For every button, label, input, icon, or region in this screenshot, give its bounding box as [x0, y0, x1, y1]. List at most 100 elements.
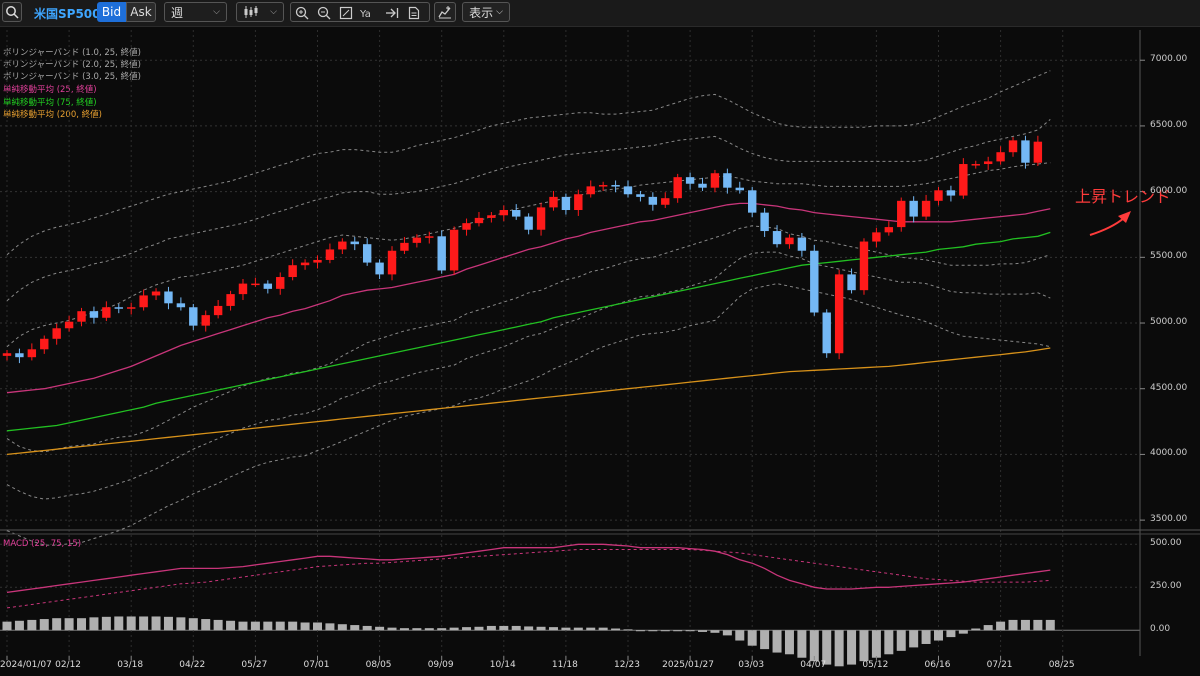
- macd-histogram-bar: [64, 618, 74, 631]
- macd-histogram-bar: [114, 616, 124, 631]
- candle-body: [2, 353, 12, 356]
- zoom-in-icon[interactable]: [293, 4, 311, 22]
- date-tick-label: 07/21: [986, 660, 1013, 670]
- candle-body: [114, 307, 123, 309]
- candle-body: [412, 237, 422, 243]
- macd-tick-label: 500.00: [1150, 538, 1182, 549]
- macd-panel: [2, 543, 1055, 667]
- candle-body: [487, 215, 496, 218]
- bollinger-band-line: [6, 225, 1051, 453]
- price-tick-label: 5000.00: [1150, 317, 1188, 328]
- candle-body: [300, 262, 310, 266]
- date-tick-label: 2024/01/07: [0, 660, 52, 670]
- macd-histogram-bar: [971, 628, 981, 631]
- macd-histogram-bar: [499, 625, 509, 631]
- candle-body: [1033, 141, 1043, 163]
- date-tick-label: 05/12: [862, 660, 889, 670]
- candle-body: [474, 217, 484, 224]
- macd-histogram-bar: [27, 619, 37, 631]
- candle-body: [673, 177, 682, 199]
- candle-body: [139, 295, 148, 308]
- macd-histogram-bar: [226, 620, 236, 631]
- macd-histogram-bar: [511, 625, 521, 631]
- macd-histogram-bar: [611, 628, 621, 631]
- macd-histogram-bar: [735, 630, 745, 641]
- candle-body: [102, 307, 111, 318]
- display-menu-button[interactable]: 表示 ⌵: [462, 2, 510, 22]
- price-tick-label: 7000.00: [1150, 54, 1188, 65]
- macd-histogram-bar: [809, 630, 819, 662]
- macd-histogram-bar: [983, 625, 993, 631]
- period-value: 週: [171, 5, 184, 20]
- macd-histogram-bar: [698, 630, 708, 632]
- macd-histogram-bar: [77, 618, 87, 631]
- scroll-to-latest-icon[interactable]: [383, 4, 401, 22]
- candle-body: [288, 265, 297, 278]
- macd-histogram-bar: [399, 628, 409, 631]
- search-button[interactable]: [2, 2, 22, 22]
- candle-body: [735, 187, 744, 191]
- axis-settings-icon[interactable]: Ya: [359, 4, 377, 22]
- macd-histogram-bar: [859, 630, 869, 662]
- legend-sma200: 単純移動平均 (200, 終値): [3, 110, 102, 120]
- candle-body: [872, 232, 881, 242]
- macd-histogram-bar: [1033, 619, 1043, 631]
- candle-body: [971, 164, 980, 166]
- candle-body: [77, 311, 86, 322]
- candle-body: [512, 210, 521, 217]
- macd-histogram-bar: [635, 630, 645, 632]
- legend-bb1: ボリンジャーバンド (1.0, 25, 終値): [3, 48, 141, 58]
- macd-histogram-bar: [573, 627, 583, 631]
- search-icon: [6, 6, 19, 19]
- candle-body: [437, 236, 446, 271]
- candle-body: [1008, 140, 1018, 153]
- indicator-icon: [438, 6, 451, 19]
- bid-button[interactable]: Bid: [97, 2, 126, 22]
- macd-histogram-bar: [760, 630, 770, 650]
- date-tick-label: 06/16: [924, 660, 951, 670]
- macd-histogram-bar: [126, 616, 136, 631]
- chart-type-select[interactable]: ⌵: [236, 2, 284, 22]
- macd-histogram-bar: [660, 630, 670, 632]
- candle-body: [89, 311, 99, 318]
- macd-histogram-bar: [449, 627, 459, 631]
- macd-histogram-bar: [896, 630, 906, 651]
- candle-body: [934, 190, 943, 201]
- add-indicator-button[interactable]: [434, 2, 456, 22]
- candlesticks: [2, 135, 1043, 364]
- document-icon[interactable]: [405, 4, 423, 22]
- macd-histogram-bar: [1045, 619, 1055, 631]
- candle-body: [338, 241, 347, 250]
- macd-histogram-bar: [834, 630, 844, 667]
- macd-histogram-bar: [300, 622, 310, 631]
- candle-body: [834, 274, 844, 354]
- svg-text:Ya: Ya: [360, 9, 371, 20]
- candle-body: [313, 259, 322, 263]
- macd-histogram-bar: [996, 621, 1006, 631]
- price-tick-label: 5500.00: [1150, 251, 1188, 262]
- macd-histogram-bar: [250, 621, 260, 631]
- moving-averages: [6, 202, 1051, 456]
- date-tick-label: 04/22: [179, 660, 206, 670]
- macd-histogram-bar: [871, 630, 881, 658]
- date-tick-label: 2025/01/27: [662, 660, 714, 670]
- zoom-out-icon[interactable]: [315, 4, 333, 22]
- macd-histogram-bar: [486, 625, 496, 631]
- candle-body: [263, 283, 273, 289]
- macd-histogram-bar: [921, 630, 931, 644]
- macd-histogram-bar: [337, 624, 347, 631]
- candle-body: [151, 291, 161, 296]
- fit-screen-icon[interactable]: [337, 4, 355, 22]
- candle-body: [810, 250, 819, 313]
- candle-body: [574, 194, 583, 211]
- macd-histogram-bar: [151, 616, 161, 631]
- macd-histogram-bar: [101, 616, 111, 631]
- symbol-name[interactable]: 米国SP500: [34, 7, 101, 21]
- candle-body: [561, 196, 571, 211]
- macd-histogram-bar: [2, 621, 12, 631]
- ask-button[interactable]: Ask: [126, 2, 156, 22]
- period-select[interactable]: 週 ⌵: [164, 2, 227, 22]
- macd-histogram-bar: [275, 621, 285, 631]
- candle-body: [40, 338, 49, 350]
